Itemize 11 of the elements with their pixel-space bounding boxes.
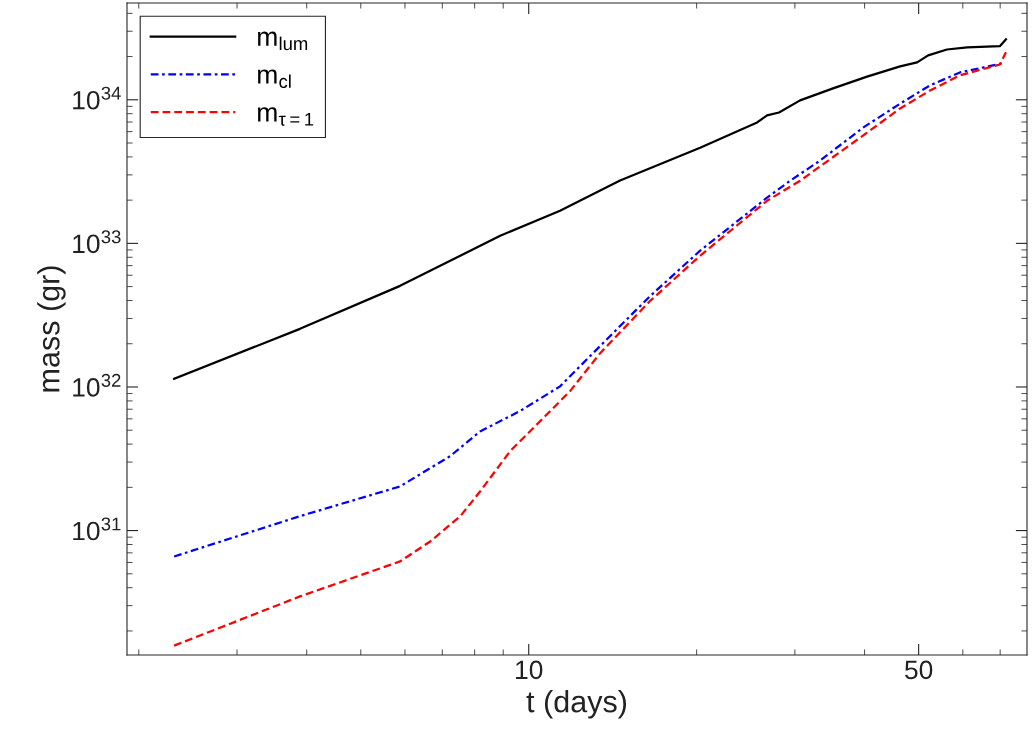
x-axis-title: t (days): [526, 690, 627, 719]
legend-label: m$_{τ=1}$: [258, 107, 314, 126]
y-tick-label: 10$^{32}$: [73, 373, 121, 397]
legend-label: m$_{cl}$: [258, 69, 291, 88]
x-tick-label: 50: [905, 660, 933, 680]
x-tick-label: 10: [516, 660, 543, 680]
y-axis-title: mass (gr): [37, 266, 66, 392]
y-tick-label: 10$^{34}$: [73, 86, 121, 110]
y-tick-label: 10$^{31}$: [73, 517, 121, 541]
legend-label: m$_{lum}$: [258, 31, 308, 51]
y-tick-label: 10$^{33}$: [73, 230, 121, 254]
